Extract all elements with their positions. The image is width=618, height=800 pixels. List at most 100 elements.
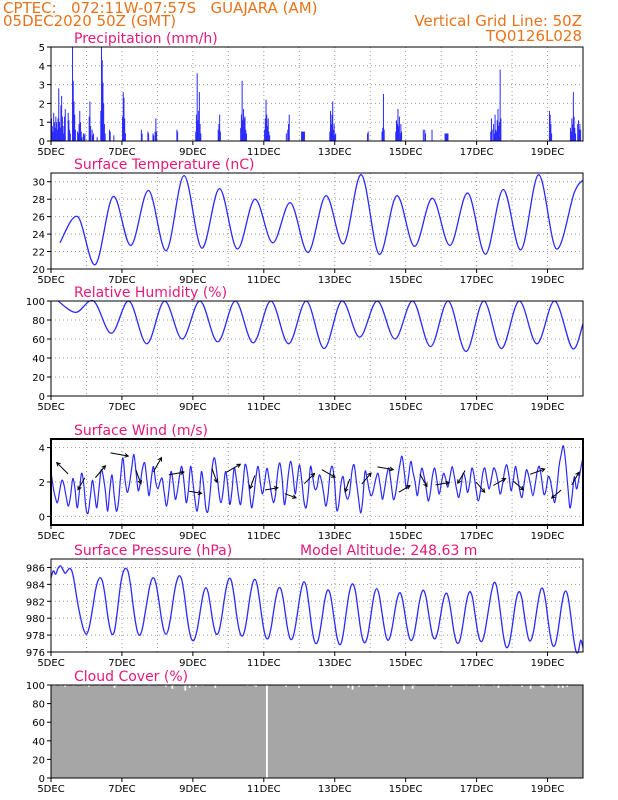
cloud-column: [175, 685, 178, 778]
cloud-column: [516, 685, 520, 778]
wind-arrow: [168, 471, 184, 476]
cloud-column: [495, 685, 498, 778]
cloud-xtick-label: 7DEC: [108, 784, 135, 795]
cloud-column: [216, 685, 219, 778]
cloud-column: [351, 689, 354, 778]
precip-bar: [91, 129, 93, 141]
precip-bar: [60, 105, 62, 141]
cloud-column: [128, 685, 131, 778]
pressure-ytick-label: 978: [26, 631, 45, 642]
cloud-column: [529, 688, 532, 778]
cloud-column: [271, 685, 275, 778]
cloud-column: [141, 685, 144, 778]
cloud-column: [269, 685, 273, 778]
cloud-column: [211, 685, 215, 778]
pressure-annotation: Model Altitude: 248.63 m: [300, 543, 477, 559]
precip-bar: [577, 124, 579, 141]
cloud-column: [151, 685, 155, 778]
cloud-column: [53, 685, 56, 778]
precip-bar: [396, 124, 398, 141]
cloud-column: [437, 685, 440, 778]
cloud-column: [93, 685, 97, 778]
precip-bar: [330, 110, 332, 141]
cloud-column: [396, 685, 399, 778]
cloud-column: [306, 685, 309, 778]
cloud-gap: [265, 685, 268, 778]
precip-bar: [265, 99, 267, 141]
cloud-column: [276, 685, 279, 778]
cloud-column: [244, 685, 247, 778]
cloud-column: [447, 685, 451, 778]
precip-bar: [84, 133, 86, 141]
precip-bar: [176, 129, 178, 141]
wind-arrow-head: [101, 464, 107, 470]
precip-bar: [243, 109, 245, 141]
precip-bar: [580, 129, 582, 141]
cloud-column: [374, 686, 378, 778]
cloud-column: [147, 685, 151, 778]
precip-bar: [332, 129, 334, 141]
precip-bar: [63, 133, 65, 141]
cloud-column: [443, 685, 447, 778]
precip-bar: [382, 94, 384, 141]
temp-xtick-label: 7DEC: [108, 275, 135, 286]
rh-xtick-label: 15DEC: [389, 402, 423, 413]
cloud-column: [546, 685, 550, 778]
precip-bar: [267, 118, 269, 141]
precip-bar: [575, 133, 577, 141]
precip-bar: [499, 69, 501, 141]
precip-ytick-label: 4: [39, 62, 45, 73]
precip-title: Precipitation (mm/h): [74, 31, 218, 47]
cloud-column: [344, 685, 348, 778]
wind-arrow-head: [236, 463, 242, 468]
cloud-column: [383, 685, 387, 778]
pressure-xtick-label: 9DEC: [179, 658, 206, 669]
cloud-ytick-label: 60: [32, 718, 45, 729]
precip-xtick-label: 7DEC: [108, 147, 135, 158]
cloud-column: [531, 685, 535, 778]
cloud-column: [310, 685, 314, 778]
temp-xtick-label: 17DEC: [460, 275, 494, 286]
cloud-column: [501, 685, 505, 778]
cloud-column: [256, 685, 260, 778]
wind-arrow: [77, 477, 86, 490]
cloud-column: [389, 685, 393, 778]
cloud-column: [57, 685, 60, 778]
precip-bar: [288, 124, 290, 141]
cloud-column: [130, 685, 133, 778]
cloud-column: [467, 685, 470, 778]
cloud-column: [280, 685, 284, 778]
cloud-column: [507, 685, 511, 778]
pressure-xtick-label: 11DEC: [247, 658, 281, 669]
cloud-column: [563, 685, 567, 778]
precip-bar: [495, 129, 497, 141]
precip-bar: [578, 129, 580, 141]
cloud-column: [317, 685, 320, 778]
cloud-column: [173, 685, 176, 778]
precip-bar: [109, 131, 111, 141]
precip-bar: [219, 114, 221, 141]
precip-bar: [154, 131, 156, 141]
cloud-column: [297, 687, 301, 778]
cloud-column: [164, 686, 168, 778]
wind-arrow-head: [330, 473, 336, 478]
cloud-column: [237, 685, 241, 778]
precip-bar: [445, 133, 447, 141]
precip-bar: [67, 112, 69, 141]
wind-arrow-head: [445, 480, 451, 486]
cloud-column: [121, 685, 125, 778]
precip-bar: [56, 122, 58, 141]
wind-ytick-label: 2: [39, 478, 45, 489]
cloud-column: [342, 685, 346, 778]
cloud-column: [366, 685, 369, 778]
wind-arrow: [135, 469, 142, 484]
precip-xtick-label: 5DEC: [37, 147, 64, 158]
cloud-column: [319, 685, 322, 778]
precip-bar: [64, 116, 66, 141]
rh-border: [50, 300, 584, 397]
cloud-column: [347, 687, 350, 778]
precip-bar: [447, 133, 449, 141]
wind-xtick-label: 17DEC: [460, 531, 494, 542]
cloud-ytick-label: 80: [32, 700, 45, 711]
cloud-column: [407, 685, 410, 778]
